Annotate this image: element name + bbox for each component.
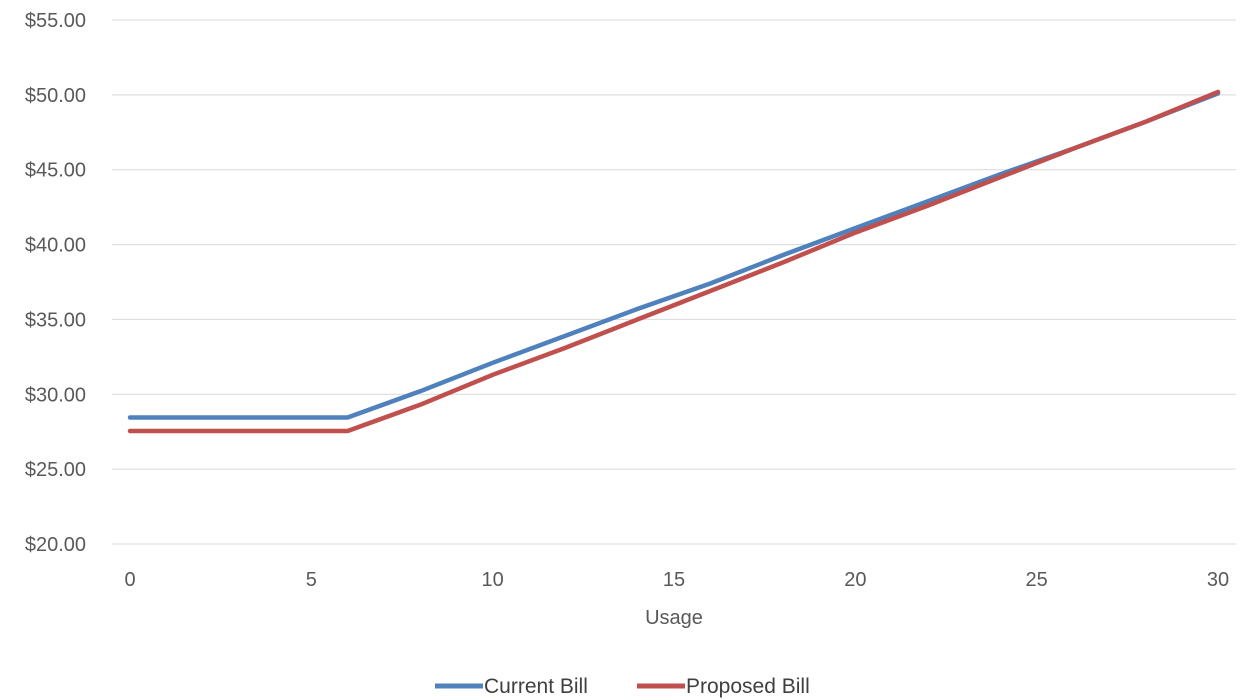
legend-label-current-bill: Current Bill bbox=[484, 675, 588, 698]
legend: Current Bill Proposed Bill bbox=[435, 675, 810, 698]
gridlines bbox=[112, 19, 1236, 545]
series-line-current-bill bbox=[127, 91, 1221, 420]
x-tick-label: 15 bbox=[663, 569, 685, 591]
x-axis-title: Usage bbox=[645, 607, 703, 629]
y-axis-tick-labels: $20.00 $25.00 $30.00 $35.00 $40.00 $45.00 $50.… bbox=[25, 10, 86, 556]
y-tick-label: $35.00 bbox=[25, 309, 86, 331]
x-tick-label: 25 bbox=[1026, 569, 1048, 591]
y-tick-label: $50.00 bbox=[25, 85, 86, 107]
x-tick-label: 5 bbox=[306, 569, 317, 591]
y-tick-label: $25.00 bbox=[25, 459, 86, 481]
x-axis-tick-labels: 0 5 10 15 20 25 30 bbox=[124, 569, 1229, 591]
y-tick-label: $30.00 bbox=[25, 384, 86, 406]
series-line-proposed-bill bbox=[127, 89, 1221, 434]
x-tick-label: 30 bbox=[1207, 569, 1229, 591]
y-tick-label: $40.00 bbox=[25, 235, 86, 257]
legend-label-proposed-bill: Proposed Bill bbox=[686, 675, 810, 698]
y-tick-label: $55.00 bbox=[25, 10, 86, 32]
x-tick-label: 10 bbox=[482, 569, 504, 591]
series-lines bbox=[127, 89, 1221, 434]
y-tick-label: $20.00 bbox=[25, 534, 86, 556]
x-tick-label: 20 bbox=[844, 569, 866, 591]
y-tick-label: $45.00 bbox=[25, 160, 86, 182]
x-tick-label: 0 bbox=[124, 569, 135, 591]
